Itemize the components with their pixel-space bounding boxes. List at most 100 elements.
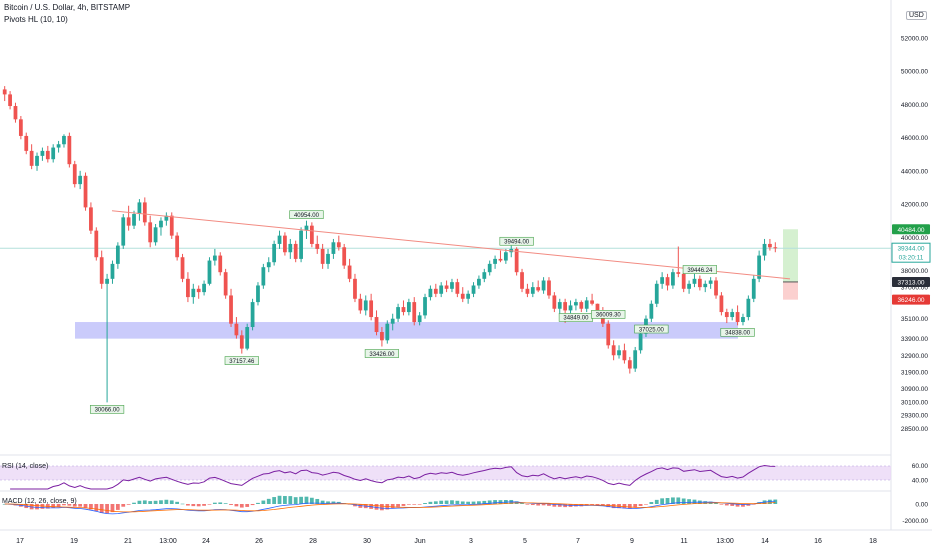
candle[interactable] bbox=[482, 268, 487, 283]
candle[interactable] bbox=[514, 247, 519, 276]
candle[interactable] bbox=[229, 288, 233, 328]
candle[interactable] bbox=[153, 224, 158, 246]
candle[interactable] bbox=[541, 277, 546, 294]
candle[interactable] bbox=[8, 91, 12, 110]
candle[interactable] bbox=[272, 240, 277, 266]
candle[interactable] bbox=[530, 282, 535, 298]
pivot-label[interactable]: 36009.30 bbox=[591, 310, 626, 319]
candle[interactable] bbox=[347, 258, 352, 283]
candle[interactable] bbox=[741, 313, 745, 326]
candle[interactable] bbox=[115, 242, 120, 269]
candle[interactable] bbox=[611, 340, 616, 361]
candle[interactable] bbox=[671, 268, 675, 289]
candle[interactable] bbox=[369, 293, 374, 321]
candle[interactable] bbox=[557, 298, 562, 314]
current-price-tag[interactable]: 39344.00 03:20:11 bbox=[891, 242, 931, 263]
candle[interactable] bbox=[207, 257, 212, 286]
candle[interactable] bbox=[380, 327, 384, 347]
candle[interactable] bbox=[358, 293, 363, 314]
candle[interactable] bbox=[266, 257, 271, 273]
candle[interactable] bbox=[423, 293, 427, 319]
candle[interactable] bbox=[89, 202, 93, 234]
candle[interactable] bbox=[450, 278, 454, 293]
candle[interactable] bbox=[471, 282, 476, 298]
pivot-label[interactable]: 30066.00 bbox=[89, 405, 125, 414]
candle[interactable] bbox=[105, 273, 109, 403]
candle[interactable] bbox=[654, 280, 659, 308]
candle[interactable] bbox=[697, 275, 702, 291]
candle[interactable] bbox=[320, 243, 325, 269]
candle[interactable] bbox=[110, 260, 115, 284]
candle[interactable] bbox=[751, 275, 756, 303]
candle[interactable] bbox=[660, 272, 665, 289]
candle[interactable] bbox=[520, 268, 524, 293]
candle[interactable] bbox=[730, 308, 735, 321]
candle[interactable] bbox=[363, 295, 368, 316]
candle[interactable] bbox=[18, 116, 23, 140]
candle[interactable] bbox=[218, 252, 223, 276]
candle[interactable] bbox=[525, 283, 530, 298]
candle[interactable] bbox=[186, 272, 190, 303]
currency-badge[interactable]: USD bbox=[906, 11, 927, 20]
candle[interactable] bbox=[633, 346, 638, 372]
candle[interactable] bbox=[687, 280, 691, 294]
candle[interactable] bbox=[342, 243, 347, 269]
candle[interactable] bbox=[126, 205, 131, 231]
candle[interactable] bbox=[288, 238, 293, 259]
candle[interactable] bbox=[56, 140, 61, 153]
candle[interactable] bbox=[547, 277, 551, 299]
candle[interactable] bbox=[40, 147, 45, 161]
candle[interactable] bbox=[433, 283, 438, 298]
candle[interactable] bbox=[460, 287, 465, 303]
candle[interactable] bbox=[417, 312, 422, 326]
candle[interactable] bbox=[196, 285, 201, 299]
trendline[interactable] bbox=[111, 210, 791, 280]
candle[interactable] bbox=[406, 298, 411, 316]
candle[interactable] bbox=[703, 280, 708, 293]
candle[interactable] bbox=[487, 260, 492, 276]
target-price-tag[interactable]: 40484.00 bbox=[892, 224, 930, 235]
candle[interactable] bbox=[245, 323, 250, 351]
candle[interactable] bbox=[175, 232, 180, 261]
candle[interactable] bbox=[45, 145, 50, 163]
candle[interactable] bbox=[477, 275, 481, 289]
pivot-label[interactable]: 40954.00 bbox=[289, 210, 324, 219]
candle[interactable] bbox=[212, 248, 217, 266]
entry-price-tag[interactable]: 37313.00 bbox=[892, 276, 930, 287]
candle[interactable] bbox=[536, 280, 541, 293]
candle[interactable] bbox=[191, 283, 196, 304]
candle[interactable] bbox=[768, 238, 772, 251]
candle[interactable] bbox=[606, 320, 611, 349]
candle[interactable] bbox=[13, 102, 18, 123]
indicator-legend[interactable]: Pivots HL (10, 10) bbox=[4, 15, 68, 24]
candle[interactable] bbox=[622, 343, 627, 364]
candle[interactable] bbox=[374, 310, 379, 336]
candle[interactable] bbox=[78, 170, 83, 190]
candle[interactable] bbox=[223, 268, 228, 299]
candle[interactable] bbox=[94, 227, 99, 261]
candle[interactable] bbox=[676, 246, 681, 278]
candle[interactable] bbox=[439, 282, 444, 298]
candle[interactable] bbox=[180, 253, 185, 283]
rsi-legend[interactable]: RSI (14, close) bbox=[2, 463, 49, 470]
pivot-label[interactable]: 39494.00 bbox=[499, 236, 534, 246]
candle[interactable] bbox=[455, 278, 460, 298]
candle[interactable] bbox=[35, 152, 39, 171]
candle[interactable] bbox=[309, 222, 314, 248]
candle[interactable] bbox=[385, 320, 390, 344]
pivot-label[interactable]: 37157.46 bbox=[224, 356, 259, 365]
support-zone[interactable] bbox=[75, 322, 738, 339]
candle[interactable] bbox=[390, 313, 395, 331]
candle[interactable] bbox=[353, 273, 357, 303]
candle[interactable] bbox=[444, 280, 449, 293]
candle[interactable] bbox=[283, 232, 287, 256]
candle[interactable] bbox=[261, 263, 266, 289]
candle[interactable] bbox=[735, 305, 740, 326]
candle[interactable] bbox=[498, 250, 503, 263]
candle[interactable] bbox=[627, 356, 632, 374]
candle[interactable] bbox=[142, 197, 147, 226]
candle[interactable] bbox=[83, 172, 88, 211]
candle[interactable] bbox=[757, 250, 762, 283]
candle[interactable] bbox=[326, 248, 330, 269]
